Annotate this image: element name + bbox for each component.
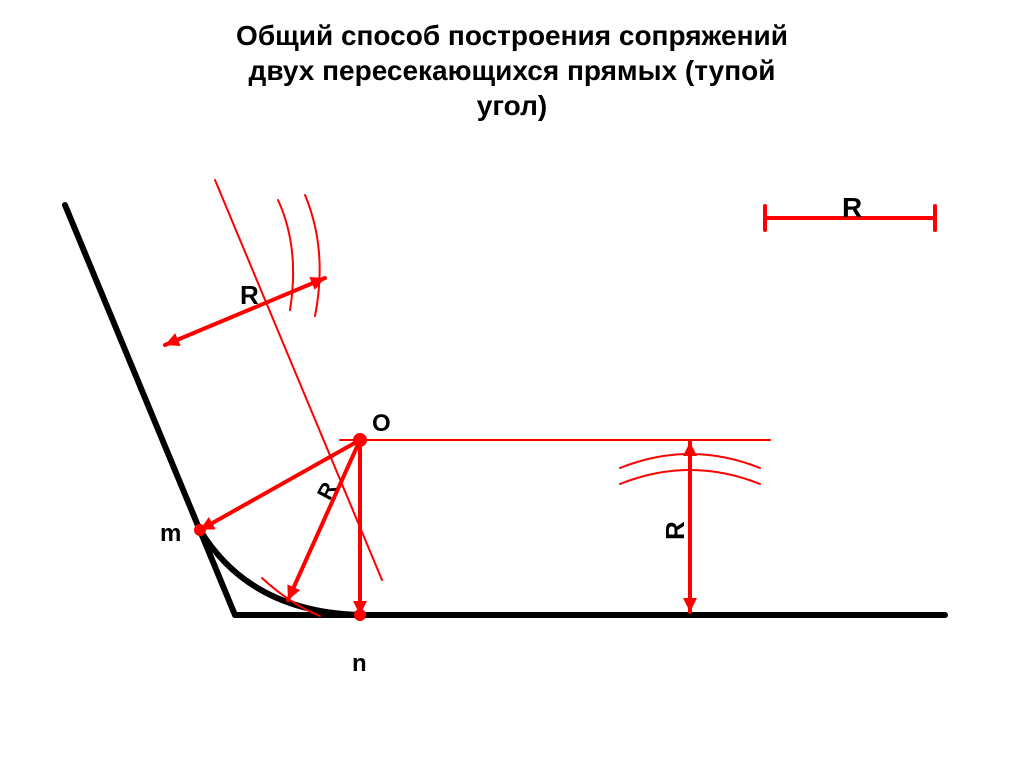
diagram-title: Общий способ построения сопряжений двух …	[0, 18, 1024, 123]
title-line-3: угол)	[0, 88, 1024, 123]
label-O: O	[372, 410, 391, 438]
label-R-left: R	[240, 280, 259, 311]
title-line-2: двух пересекающихся прямых (тупой	[0, 53, 1024, 88]
label-R-legend: R	[842, 192, 862, 224]
diagram-stage: Общий способ построения сопряжений двух …	[0, 0, 1024, 767]
label-n: n	[352, 650, 367, 678]
label-m: m	[160, 520, 181, 548]
label-R-bottom-par: R	[660, 521, 691, 540]
title-line-1: Общий способ построения сопряжений	[0, 18, 1024, 53]
